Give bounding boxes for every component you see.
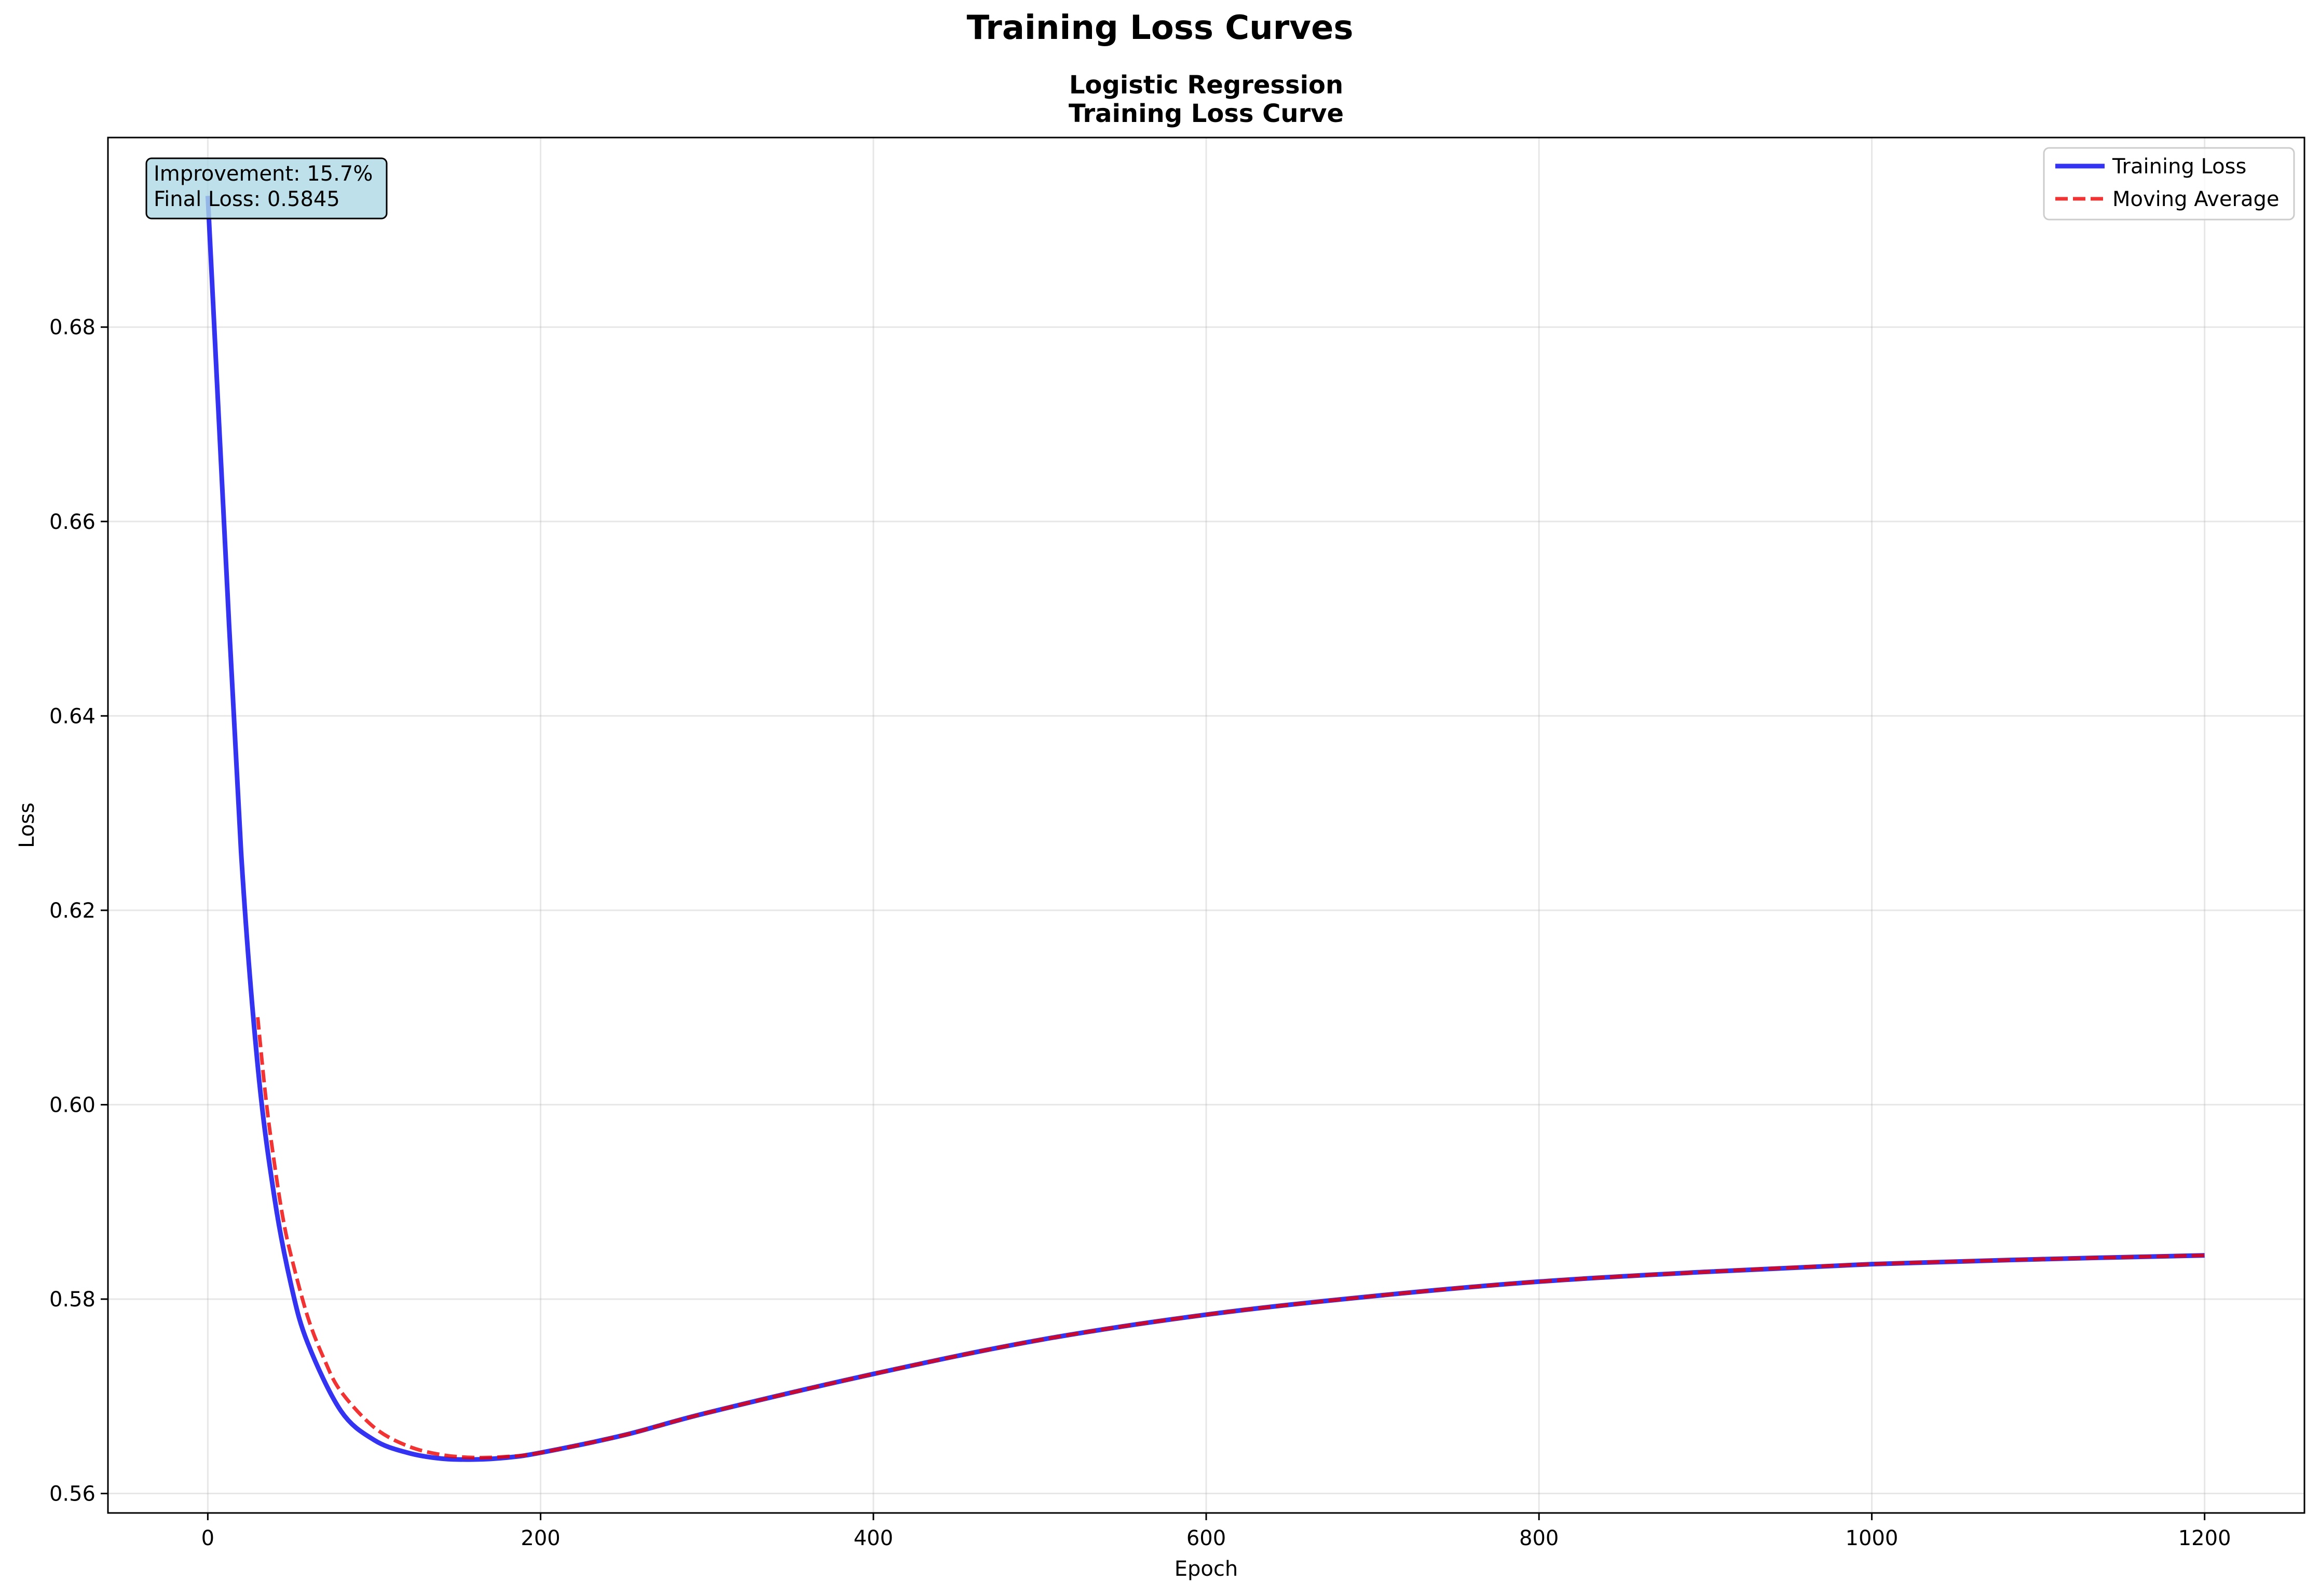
- legend-label-training-loss: Training Loss: [2112, 155, 2246, 179]
- y-tick-label: 0.66: [49, 510, 95, 534]
- y-tick-label: 0.64: [49, 704, 95, 728]
- x-tick-label: 800: [1519, 1526, 1559, 1550]
- y-tick-label: 0.68: [49, 316, 95, 339]
- chart-title-line1: Logistic Regression: [1069, 71, 1343, 100]
- x-tick-label: 200: [521, 1526, 560, 1550]
- grid: [108, 138, 2304, 1513]
- moving-average-line: [256, 1017, 2205, 1459]
- annotation-box: Improvement: 15.7% Final Loss: 0.5845: [145, 157, 388, 220]
- annotation-final-loss: Final Loss: 0.5845: [154, 187, 340, 211]
- annotation-background: [145, 157, 388, 220]
- y-ticks: 0.56 0.58 0.60 0.62 0.64 0.66 0.68: [49, 316, 108, 1506]
- x-tick-label: 1200: [2178, 1526, 2231, 1550]
- chart-title-line2: Training Loss Curve: [1069, 99, 1344, 128]
- y-tick-label: 0.60: [49, 1093, 95, 1117]
- x-tick-label: 600: [1186, 1526, 1226, 1550]
- y-axis-label: Loss: [15, 802, 39, 848]
- y-tick-label: 0.56: [49, 1482, 95, 1506]
- x-ticks: 0 200 400 600 800 1000 1200: [201, 1513, 2231, 1550]
- figure-suptitle: Training Loss Curves: [967, 9, 1354, 47]
- legend: Training Loss Moving Average: [2043, 147, 2295, 221]
- annotation-improvement: Improvement: 15.7%: [154, 162, 373, 186]
- x-tick-label: 0: [201, 1526, 214, 1550]
- x-tick-label: 400: [854, 1526, 893, 1550]
- x-axis-label: Epoch: [1175, 1557, 1238, 1581]
- y-tick-label: 0.58: [49, 1288, 95, 1312]
- legend-label-moving-average: Moving Average: [2112, 187, 2279, 211]
- legend-frame: [2043, 147, 2295, 221]
- y-tick-label: 0.62: [49, 899, 95, 923]
- x-tick-label: 1000: [1846, 1526, 1899, 1550]
- series-layer: [205, 196, 2205, 1462]
